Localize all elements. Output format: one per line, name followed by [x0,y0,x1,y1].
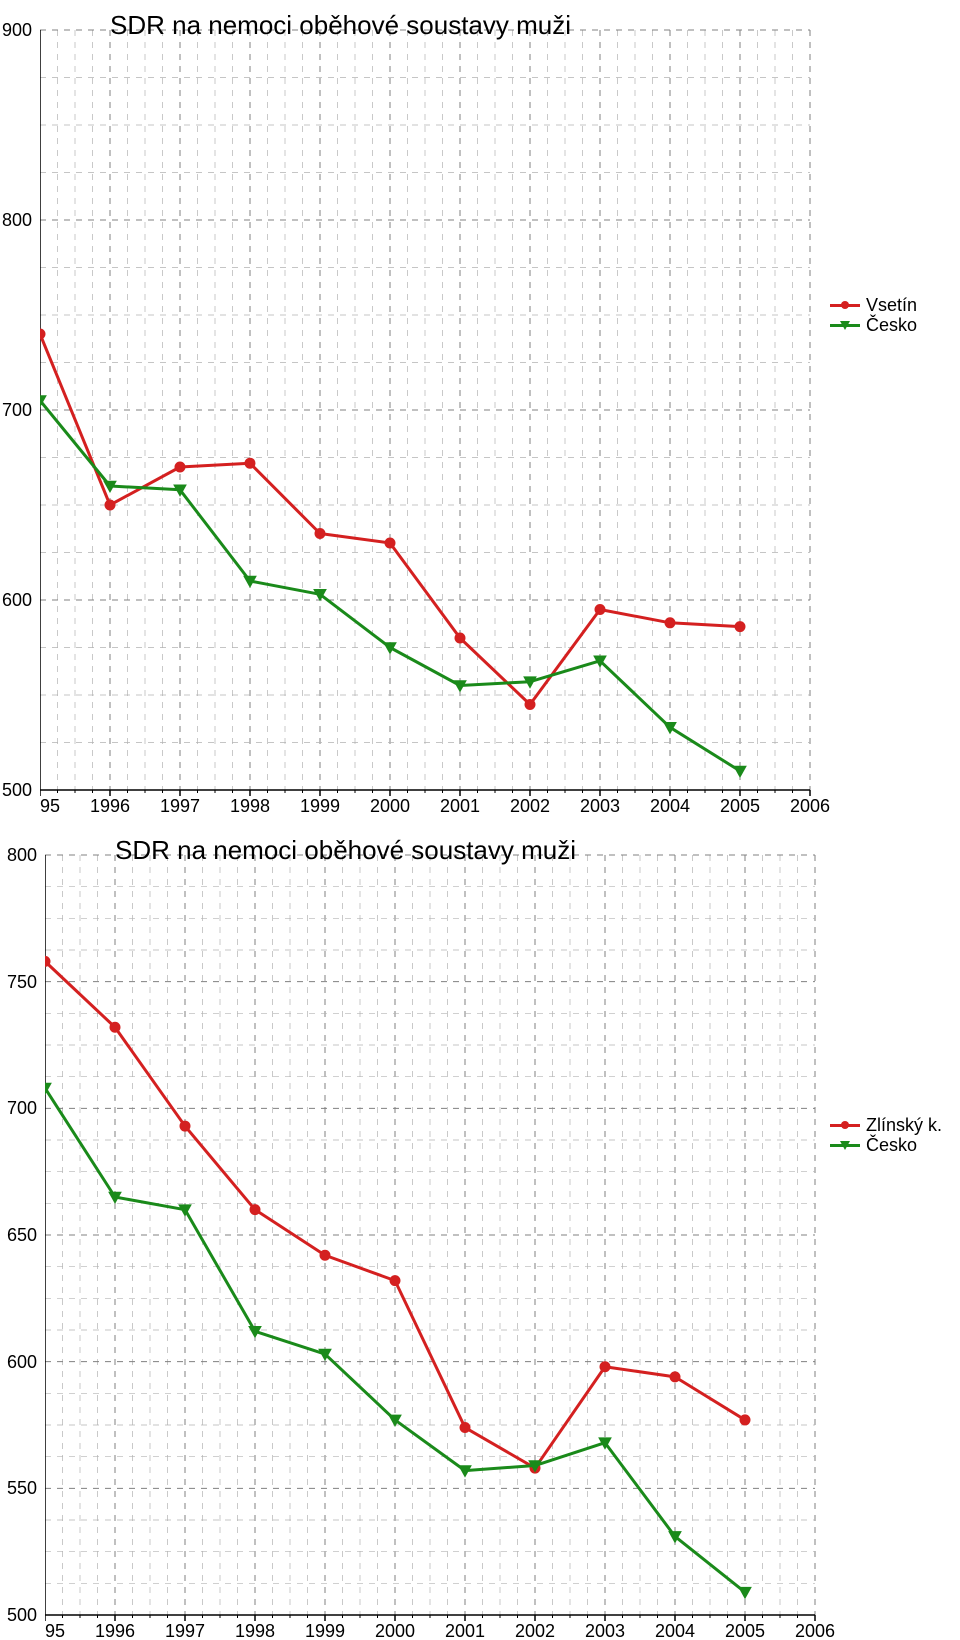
svg-text:2000: 2000 [370,796,410,815]
chart-legend: Zlínský k.Česko [830,1115,942,1155]
chart-legend: VsetínČesko [830,295,917,335]
legend-label: Česko [866,315,917,335]
svg-text:1998: 1998 [230,796,270,815]
svg-text:1997: 1997 [160,796,200,815]
svg-text:1996: 1996 [90,796,130,815]
legend-item: Zlínský k. [830,1115,942,1135]
chart-series [45,1083,751,1598]
legend-label: Zlínský k. [866,1115,942,1135]
y-tick-label: 600 [2,590,32,611]
svg-text:1998: 1998 [235,1621,275,1640]
legend-line-icon [830,324,860,327]
legend-item: Vsetín [830,295,917,315]
y-tick-label: 550 [7,1478,37,1499]
legend-item: Česko [830,315,917,335]
legend-label: Vsetín [866,295,917,315]
svg-text:2005: 2005 [720,796,760,815]
svg-text:1995: 1995 [45,1621,65,1640]
legend-line-icon [830,1144,860,1147]
legend-line-icon [830,304,860,307]
y-tick-label: 500 [2,780,32,801]
svg-text:1996: 1996 [95,1621,135,1640]
y-tick-label: 650 [7,1225,37,1246]
chart-series [40,396,746,777]
y-tick-label: 700 [2,400,32,421]
legend-label: Česko [866,1135,917,1155]
svg-text:2003: 2003 [585,1621,625,1640]
svg-text:1999: 1999 [300,796,340,815]
legend-item: Česko [830,1135,942,1155]
svg-text:2004: 2004 [650,796,690,815]
svg-text:2002: 2002 [510,796,550,815]
y-tick-label: 800 [2,210,32,231]
svg-text:2002: 2002 [515,1621,555,1640]
svg-text:1995: 1995 [40,796,60,815]
y-tick-label: 500 [7,1605,37,1626]
y-tick-label: 900 [2,20,32,41]
line-chart: 1995 1996 1997 1998 1999 2000 2001 2002 2003 2004… [40,25,830,815]
svg-text:2004: 2004 [655,1621,695,1640]
grid [40,30,810,790]
grid [45,855,815,1615]
chart-series [45,956,750,1473]
svg-text:2006: 2006 [790,796,830,815]
svg-text:1999: 1999 [305,1621,345,1640]
svg-text:2001: 2001 [440,796,480,815]
svg-text:2001: 2001 [445,1621,485,1640]
y-tick-label: 750 [7,972,37,993]
x-axis-labels: 1995 1996 1997 1998 1999 2000 2001 2002 2003 2004… [40,796,830,815]
chart-series [40,329,745,710]
line-chart: 1995 1996 1997 1998 1999 2000 2001 2002 2003 2004… [45,850,835,1640]
y-tick-label: 600 [7,1352,37,1373]
x-axis-labels: 1995 1996 1997 1998 1999 2000 2001 2002 2003 2004… [45,1621,835,1640]
chart-title: SDR na nemoci oběhové soustavy muži [110,10,571,41]
svg-text:2003: 2003 [580,796,620,815]
chart-title: SDR na nemoci oběhové soustavy muži [115,835,576,866]
svg-text:2000: 2000 [375,1621,415,1640]
y-tick-label: 800 [7,845,37,866]
page: 1995 1996 1997 1998 1999 2000 2001 2002 2003 2004… [0,0,960,1638]
legend-line-icon [830,1124,860,1127]
svg-text:2005: 2005 [725,1621,765,1640]
y-tick-label: 700 [7,1098,37,1119]
svg-text:1997: 1997 [165,1621,205,1640]
svg-text:2006: 2006 [795,1621,835,1640]
